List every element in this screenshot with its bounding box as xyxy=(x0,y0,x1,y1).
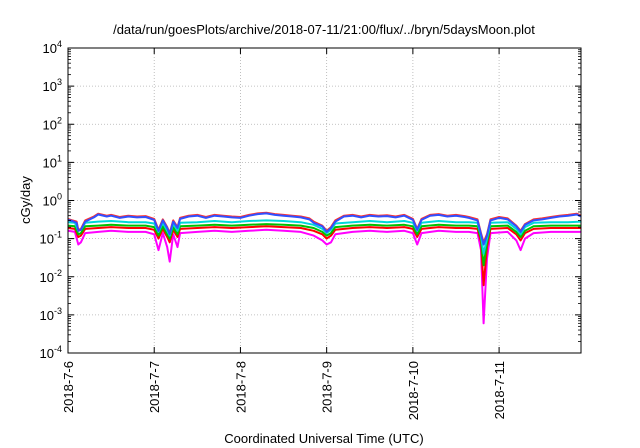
plot-frame xyxy=(67,47,582,354)
y-tick-label: 104 xyxy=(43,39,62,56)
y-tick-label: 10-3 xyxy=(40,306,62,323)
x-axis: 2018-7-6 2018-7-7 2018-7-8 2018-7-9 2018-7-1… xyxy=(61,48,507,420)
series-line xyxy=(67,212,582,246)
x-tick-label: 2018-7-6 xyxy=(61,361,76,413)
x-tick-label: 2018-7-8 xyxy=(233,361,248,413)
series-line xyxy=(67,228,581,325)
y-tick-label: 10-1 xyxy=(40,230,62,247)
grid xyxy=(68,48,581,353)
y-axis-label: cGy/day xyxy=(18,176,33,224)
chart-title: /data/run/goesPlots/archive/2018-07-11/2… xyxy=(113,22,535,37)
y-tick-label: 103 xyxy=(43,77,62,94)
x-tick-label: 2018-7-9 xyxy=(320,361,335,413)
series-layer xyxy=(67,211,582,325)
y-tick-label: 102 xyxy=(43,115,62,132)
y-axis: 104 103 102 101 100 10-1 10-2 10-3 10-4 xyxy=(40,39,581,361)
x-tick-label: 2018-7-10 xyxy=(406,361,421,420)
y-tick-label: 10-2 xyxy=(40,268,62,285)
series-line xyxy=(67,225,581,287)
y-tick-label: 100 xyxy=(43,192,62,209)
y-tick-label: 10-4 xyxy=(40,344,62,361)
x-tick-label: 2018-7-11 xyxy=(492,361,507,419)
x-axis-label: Coordinated Universal Time (UTC) xyxy=(224,431,423,446)
y-tick-label: 101 xyxy=(43,153,62,170)
x-tick-label: 2018-7-7 xyxy=(147,361,162,413)
